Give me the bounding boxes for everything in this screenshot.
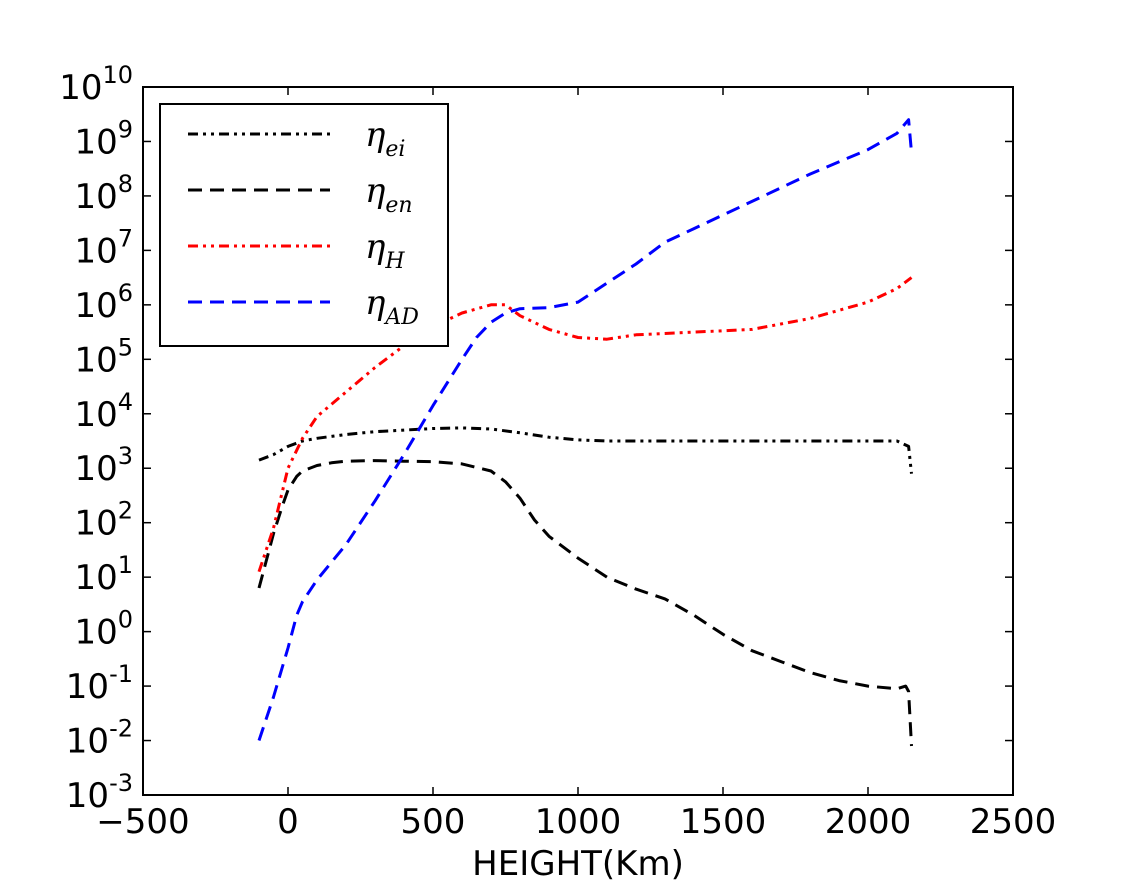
y-tick-label: 108 [74,170,133,217]
series-line-eta-ei [258,426,913,474]
y-tick-label: 10-2 [66,715,133,762]
x-tick-label: 2000 [825,802,912,842]
x-tick-label: 1000 [535,802,622,842]
series-layer [257,118,913,747]
x-tick-label: −500 [96,802,189,842]
y-tick-label: 104 [74,388,133,435]
y-tick-label: 100 [74,606,133,653]
y-tick-label: 106 [74,279,133,326]
legend-label-eta-ei: ηei [365,115,405,162]
x-tick-label: 1500 [680,802,767,842]
legend-label-eta-H: ηH [365,227,405,274]
legend-label-eta-en: ηen [365,171,413,218]
x-tick-label: 0 [277,802,299,842]
tick-labels-layer: −500 0 500 1000 1500 2000 2500 10-3 10-2 10-1 100 1… [59,61,1056,842]
x-axis-title: HEIGHT(Km) [472,844,684,884]
series-line-eta-AD [257,118,913,741]
y-tick-label: 10-3 [66,769,133,816]
legend-label-eta-AD: ηAD [365,283,419,330]
x-tick-label: 2500 [970,802,1057,842]
y-tick-label: 101 [74,551,133,598]
y-tick-label: 103 [74,442,133,489]
ticks-layer [142,86,1014,796]
series-line-eta-en [257,459,913,747]
legend-box [159,103,449,347]
y-tick-label: 10-1 [66,660,133,707]
x-tick-label: 500 [401,802,466,842]
y-tick-label: 105 [74,333,133,380]
series-line-eta-H [257,276,913,573]
y-tick-label: 107 [74,224,133,271]
legend: ηei ηen ηH ηAD [159,103,449,347]
y-tick-label: 102 [74,497,133,544]
y-tick-label: 109 [74,115,133,162]
y-tick-label: 1010 [59,61,133,108]
